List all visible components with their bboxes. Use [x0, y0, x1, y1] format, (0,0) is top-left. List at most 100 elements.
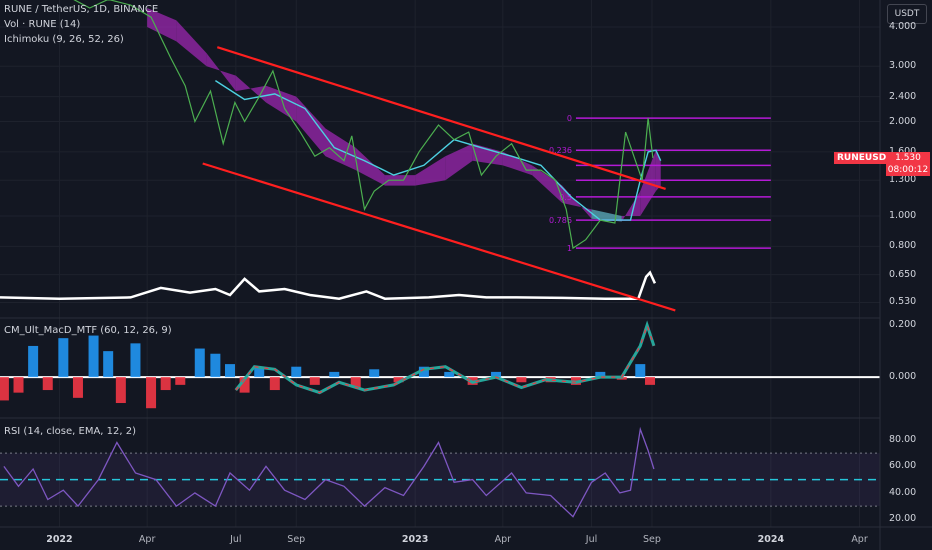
macd-histogram-bar: [224, 364, 235, 378]
macd-histogram-bar: [254, 366, 265, 378]
price-axis-label: 0.530: [889, 296, 917, 308]
macd-histogram-bar: [88, 335, 99, 378]
rsi-line: [3, 426, 655, 518]
last-price-symbol-tag: RUNEUSDT: [834, 152, 896, 164]
price-axis-label: 1.600: [889, 146, 916, 157]
macd-histogram-bar: [146, 377, 157, 409]
price-axis-label: 1.300: [889, 174, 917, 186]
price-axis-label: 0.650: [889, 268, 917, 280]
rsi-panel: [0, 426, 880, 518]
price-close-line: [73, 0, 654, 250]
x-axis-label: 2022: [46, 534, 73, 545]
macd-histogram-bar: [130, 343, 141, 378]
macd-legend[interactable]: CM_Ult_MacD_MTF (60, 12, 26, 9): [4, 325, 172, 336]
macd-histogram-bar: [635, 364, 646, 378]
x-axis-label: Apr: [138, 534, 156, 545]
channel-line: [202, 162, 676, 312]
symbol-title[interactable]: RUNE / TetherUS, 1D, BINANCE: [4, 4, 159, 15]
macd-histogram-bar: [0, 377, 9, 401]
x-axis-label: Jul: [585, 534, 598, 545]
trend-channel: [202, 46, 676, 312]
macd-histogram-bar: [291, 366, 302, 378]
macd-histogram-bar: [645, 377, 656, 385]
macd-histogram-bar: [115, 377, 126, 404]
fib-retracement: 0 0.236 0.5 0.786 1: [549, 114, 771, 253]
cloud-segment: [445, 143, 473, 181]
macd-histogram-bar: [516, 377, 527, 383]
macd-histogram-bar: [369, 369, 380, 378]
macd-histogram-bar: [350, 377, 361, 388]
macd-histogram-bar: [28, 345, 39, 378]
price-axis-label: 3.000: [889, 60, 917, 72]
macd-axis-label: 0.200: [889, 319, 917, 331]
cloud-segment: [355, 147, 385, 186]
macd-histogram-bar: [393, 377, 404, 383]
macd-axis-label: 0.000: [889, 371, 917, 383]
fib-level-label: 0: [567, 114, 572, 123]
rsi-axis-label: 40.00: [889, 486, 917, 498]
cloud-segment: [472, 143, 503, 166]
cloud-segment: [502, 151, 533, 176]
cloud-segment: [562, 185, 592, 219]
cloud-segment: [176, 20, 207, 67]
cloud-segment: [147, 8, 177, 42]
x-axis-label: 2023: [401, 534, 429, 545]
last-price-value: 1.530: [895, 153, 921, 163]
ichimoku-cloud: [147, 8, 661, 222]
macd-histogram-bar: [239, 377, 250, 393]
macd-histogram-bar: [103, 351, 114, 378]
currency-button[interactable]: USDT: [887, 4, 927, 24]
macd-signal-line: [235, 323, 655, 394]
channel-line: [216, 46, 666, 190]
x-axis-label: Apr: [494, 534, 512, 545]
fib-level-label: 1: [567, 244, 572, 253]
cloud-segment: [206, 53, 236, 92]
macd-histogram-bar: [269, 377, 280, 391]
macd-histogram-bar: [329, 371, 340, 378]
price-axis-label: 4.000: [889, 21, 917, 33]
x-axis-label: Sep: [643, 534, 661, 545]
macd-histogram-bar: [491, 371, 502, 378]
cloud-segment: [532, 165, 563, 203]
volume-legend[interactable]: Vol · RUNE (14): [4, 19, 81, 30]
cloud-segment: [415, 156, 446, 186]
cloud-segment: [235, 75, 267, 103]
macd-histogram-bar: [13, 377, 24, 393]
x-axis-label: 2024: [757, 534, 785, 545]
macd-histogram-bar: [42, 377, 53, 391]
price-axis-label: 1.000: [889, 209, 917, 221]
macd-histogram-bar: [58, 338, 69, 378]
macd-histogram-bar: [309, 377, 320, 385]
macd-histogram-bar: [175, 377, 186, 385]
price-axis-label: 2.400: [889, 90, 917, 102]
rsi-axis-label: 60.00: [889, 460, 917, 472]
cloud-segment: [621, 191, 641, 222]
fib-level-label: 0.786: [549, 216, 572, 225]
rsi-axis-label: 80.00: [889, 433, 917, 445]
x-axis-label: Apr: [851, 534, 868, 545]
fib-level-label: 0.5: [559, 193, 572, 202]
rsi-axis-label: 20.00: [889, 513, 917, 525]
rsi-legend[interactable]: RSI (14, close, EMA, 12, 2): [4, 426, 137, 437]
price-axis-label: 0.800: [889, 240, 917, 252]
macd-histogram-bar: [210, 353, 221, 378]
cloud-segment: [266, 85, 297, 122]
bar-countdown: 08:00:12: [887, 165, 929, 175]
macd-panel: [0, 320, 880, 409]
cloud-segment: [325, 128, 356, 171]
volume-ma-line: [0, 270, 657, 300]
macd-histogram-bar: [444, 371, 455, 378]
macd-histogram-bar: [72, 377, 83, 398]
macd-histogram-bar: [595, 371, 606, 378]
last-price-tag: 1.530 08:00:12: [886, 152, 930, 176]
macd-histogram-bar: [160, 377, 171, 391]
macd-histogram-bar: [194, 348, 205, 378]
price-axis-label: 2.000: [889, 115, 917, 127]
x-axis-label: Sep: [287, 534, 306, 545]
fib-level-label: 0.236: [549, 146, 572, 155]
macd-histogram-bar: [418, 366, 429, 378]
ichimoku-legend[interactable]: Ichimoku (9, 26, 52, 26): [4, 34, 124, 45]
x-axis-label: Jul: [230, 534, 242, 545]
